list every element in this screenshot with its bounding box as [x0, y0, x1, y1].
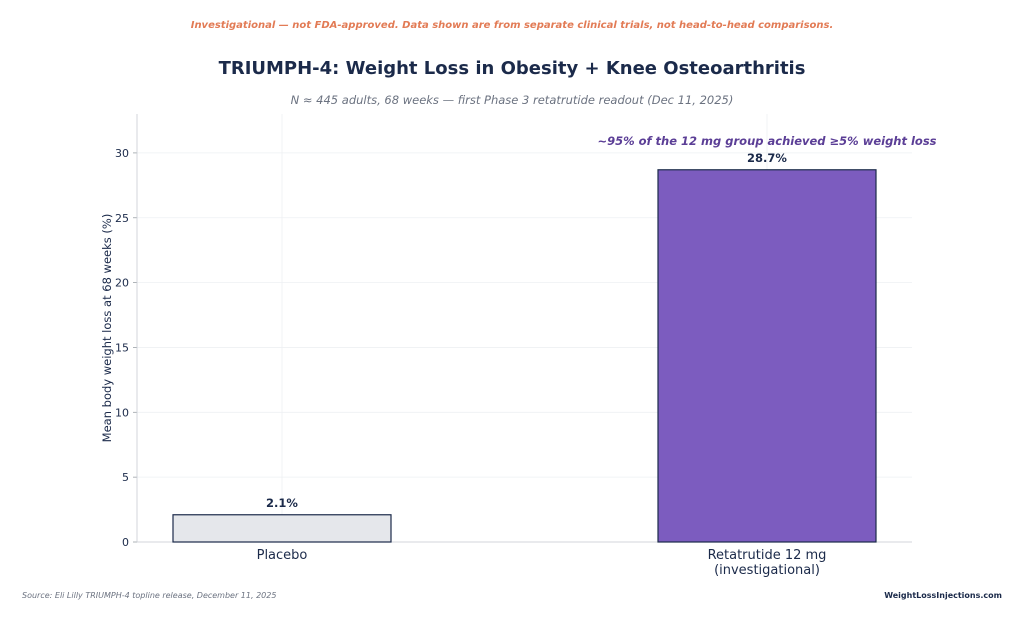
bar-placebo	[172, 514, 392, 543]
y-axis-label: Mean body weight loss at 68 weeks (%)	[100, 214, 114, 443]
y-tick-label: 5	[122, 471, 129, 484]
x-tick-label: Placebo	[257, 548, 308, 563]
labels: 2.1% 28.7% Placebo Retatrutide 12 mg (invest…	[257, 134, 937, 578]
x-tick-label: Retatrutide 12 mg (investigational)	[708, 548, 827, 578]
bar-retatrutide	[657, 169, 877, 543]
bars	[172, 169, 877, 543]
disclaimer-text: Investigational — not FDA-approved. Data…	[190, 20, 834, 31]
annotation-text: ~95% of the 12 mg group achieved ≥5% wei…	[597, 134, 936, 148]
data-label: 28.7%	[747, 151, 787, 165]
y-tick-label: 25	[115, 212, 129, 225]
y-tick-label: 0	[122, 536, 129, 549]
chart-subtitle: N ≈ 445 adults, 68 weeks — first Phase 3…	[290, 93, 734, 107]
y-tick-label: 15	[115, 341, 129, 354]
brand-label: WeightLossInjections.com	[884, 591, 1002, 600]
y-tick-label: 10	[115, 406, 129, 419]
chart-title: TRIUMPH-4: Weight Loss in Obesity + Knee…	[218, 58, 806, 79]
y-tick-label: 20	[115, 277, 129, 290]
data-label: 2.1%	[266, 496, 298, 510]
y-tick-label: 30	[115, 147, 129, 160]
source-note: Source: Eli Lilly TRIUMPH-4 topline rele…	[22, 591, 277, 600]
